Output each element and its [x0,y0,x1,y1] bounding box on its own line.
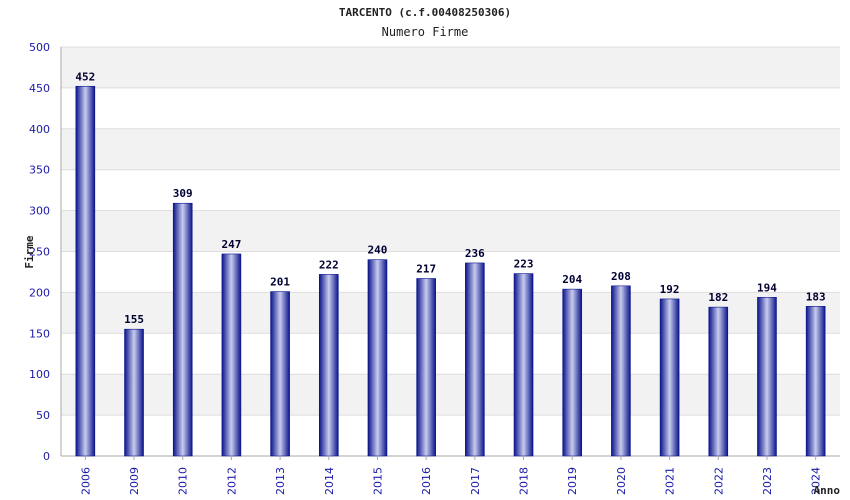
bar-value-label: 247 [221,238,241,251]
value-labels: 452 155 309 247 201 222 240 217 236 223 204 208 192 1… [75,70,825,326]
bar-value-label: 208 [611,270,631,283]
y-axis-ticks: 0 50 100 150 200 250 300 350 400 450 500 [29,41,50,463]
y-tick-label: 400 [29,123,50,136]
x-tick-label: 2020 [615,467,628,495]
y-tick-label: 0 [43,450,50,463]
bar-value-label: 183 [806,290,826,303]
bar-value-label: 309 [173,187,193,200]
x-tick-label: 2024 [810,467,823,495]
y-tick-label: 50 [36,409,50,422]
bar [513,273,534,457]
x-tick-label: 2013 [274,467,287,495]
grid-band [61,47,840,88]
chart-title: TARCENTO (c.f.00408250306) [338,6,512,19]
bar-value-label: 155 [124,313,144,326]
bar [221,253,242,457]
bar [611,285,631,457]
bar [805,306,826,457]
x-tick-label: 2006 [79,467,92,495]
bar [75,85,96,457]
bar-value-label: 194 [757,281,777,294]
x-axis-label: Anno [814,484,841,497]
bar-value-label: 223 [514,258,534,271]
y-axis-label: Firme [23,235,36,268]
bar-value-label: 236 [465,247,485,260]
bar [659,298,680,457]
y-tick-label: 350 [29,164,50,177]
x-tick-label: 2022 [712,467,725,495]
y-tick-label: 450 [29,82,50,95]
x-tick-label: 2012 [225,467,238,495]
x-tick-label: 2019 [566,467,579,495]
x-tick-label: 2015 [371,467,384,495]
x-tick-label: 2018 [518,467,531,495]
bar [172,202,193,457]
y-tick-label: 100 [29,368,50,381]
bar [270,291,290,457]
x-tick-label: 2023 [761,467,774,495]
bar [465,262,485,457]
y-tick-label: 250 [29,246,50,259]
x-tick-label: 2017 [469,467,482,495]
bar [416,278,436,457]
y-tick-label: 150 [29,327,50,340]
bar-value-label: 217 [416,262,436,275]
bar-value-label: 452 [75,70,95,83]
y-tick-label: 200 [29,286,50,299]
grid-band [61,128,840,170]
bars [75,85,826,457]
y-tick-label: 300 [29,205,50,218]
bar-value-label: 201 [270,276,290,289]
bar-value-label: 204 [562,273,582,286]
bar [318,274,339,457]
bar-value-label: 222 [319,258,339,271]
bar-value-label: 182 [708,291,728,304]
bar [124,328,144,457]
x-tick-label: 2010 [177,467,190,495]
bar-value-label: 240 [368,244,388,257]
x-tick-label: 2021 [664,467,677,495]
bar [367,259,388,457]
chart-subtitle: Numero Firme [381,25,469,39]
bar [708,306,729,457]
x-tick-label: 2016 [420,467,433,495]
y-tick-label: 500 [29,41,50,54]
x-tick-label: 2009 [128,467,141,495]
x-tick-label: 2014 [323,467,336,495]
bar [562,288,583,457]
bar-value-label: 192 [660,283,680,296]
bar [757,297,777,457]
x-axis-ticks: 2006 2009 2010 2012 2013 2014 2015 2016 2017 2018… [79,456,823,495]
